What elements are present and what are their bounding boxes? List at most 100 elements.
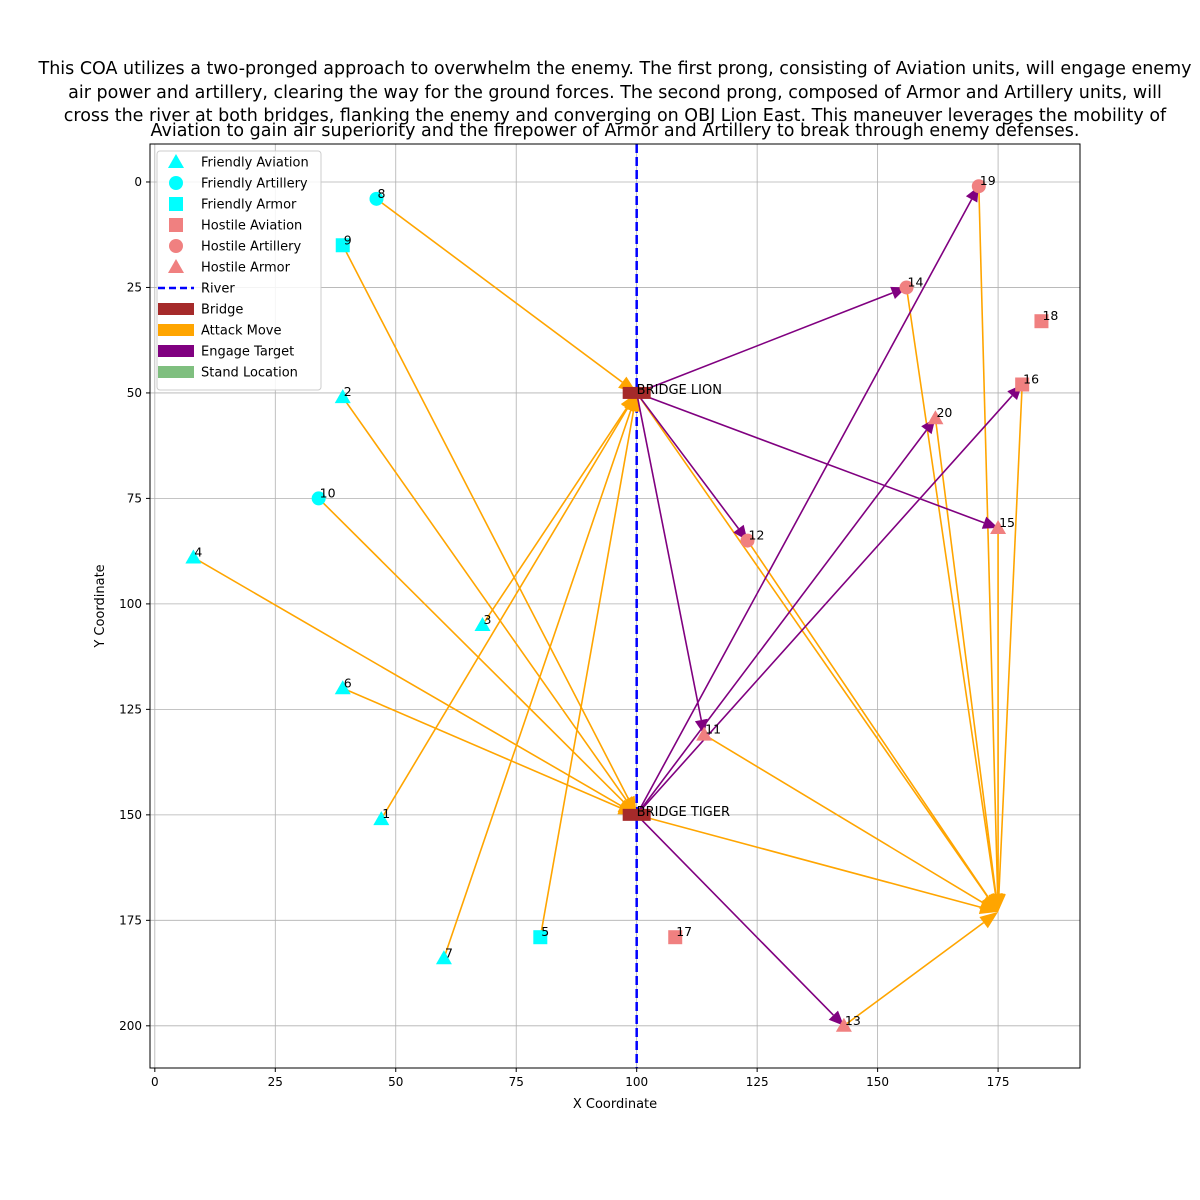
unit-id-label: 8 — [377, 186, 385, 201]
engage-target-arrow-shaft — [636, 392, 985, 524]
legend-handle-patch — [158, 303, 194, 315]
hostile-armor-marker — [835, 1017, 852, 1032]
unit-id-label: 15 — [999, 515, 1015, 530]
engage-target-arrow — [636, 814, 844, 1026]
legend-label: Bridge — [201, 303, 243, 318]
bridge-label: BRIDGE LION — [637, 383, 722, 398]
legend-label: Friendly Aviation — [201, 156, 309, 171]
x-tick-label: 175 — [987, 1075, 1010, 1089]
unit-id-label: 20 — [936, 405, 952, 420]
unit-id-label: 14 — [908, 274, 924, 289]
y-tick-label: 25 — [127, 280, 142, 294]
x-tick-label: 100 — [625, 1075, 648, 1089]
unit-id-label: 12 — [749, 528, 765, 543]
unit-id-label: 16 — [1023, 371, 1039, 386]
legend-label: River — [201, 282, 235, 297]
legend-handle-marker — [169, 197, 183, 211]
plot-frame — [149, 143, 1081, 1069]
legend-handle-patch — [158, 345, 194, 357]
chart-title: This COA utilizes a two-pronged approach… — [38, 59, 1192, 141]
attack-move-arrow-shaft — [905, 287, 997, 895]
engage-target-arrow-shaft — [636, 429, 928, 816]
friendly-artillery-marker — [311, 491, 326, 506]
friendly-armor-marker — [533, 930, 548, 945]
legend-handle-patch — [158, 324, 194, 336]
legend-label: Stand Location — [201, 366, 298, 381]
legend: Friendly Aviation Friendly Artillery Frien… — [156, 150, 322, 391]
engage-target-arrow-head — [981, 516, 999, 529]
attack-move-arrow-shaft — [998, 384, 1023, 894]
y-tick-label: 50 — [127, 386, 142, 400]
legend-handle-marker — [168, 154, 184, 168]
engage-target-arrow-shaft — [635, 198, 973, 816]
attack-move-arrow — [703, 733, 999, 912]
attack-move-arrow-head — [979, 896, 999, 912]
attack-move-arrow-shaft — [934, 418, 997, 895]
hostile-armor-marker — [696, 726, 713, 741]
hostile-artillery-marker — [971, 179, 986, 194]
unit-id-label: 11 — [705, 722, 721, 737]
friendly-aviation-marker — [334, 389, 351, 404]
attack-move-arrow — [991, 527, 1006, 912]
friendly-aviation-marker — [435, 950, 452, 965]
attack-move-arrow-head — [991, 893, 1006, 912]
friendly-armor-marker — [335, 238, 350, 253]
x-tick-label: 150 — [866, 1075, 889, 1089]
legend-handle-marker — [169, 176, 183, 190]
hostile-aviation-marker — [668, 930, 683, 945]
unit-id-label: 3 — [483, 612, 491, 627]
x-tick-label: 25 — [268, 1075, 283, 1089]
attack-move-arrow-shaft — [539, 410, 635, 938]
attack-move-arrow-shaft — [380, 407, 629, 820]
y-axis-label: Y Coordinate — [93, 564, 108, 648]
friendly-aviation-marker — [185, 549, 202, 564]
hostile-aviation-marker — [1015, 377, 1030, 392]
attack-move-arrow-shaft — [375, 198, 623, 383]
unit-id-label: 2 — [344, 384, 352, 399]
attack-moves — [192, 186, 1023, 1027]
hostile-armor-marker — [990, 519, 1007, 534]
attack-move-arrow — [843, 911, 999, 1027]
legend-label: Hostile Artillery — [201, 240, 301, 255]
attack-move-arrow-shaft — [636, 392, 989, 898]
legend-label: Engage Target — [201, 345, 294, 360]
engage-target-arrow-shaft — [635, 392, 703, 721]
engage-target-arrow-shaft — [636, 292, 893, 394]
x-tick-label: 125 — [746, 1075, 769, 1089]
legend-label: Hostile Aviation — [201, 219, 302, 234]
unit-id-label: 6 — [344, 675, 352, 690]
legend-box — [156, 150, 322, 391]
legend-handle-marker — [169, 218, 183, 232]
legend-handle-marker — [169, 239, 183, 253]
bridge-label: BRIDGE TIGER — [637, 805, 730, 820]
attack-move-arrow-shaft — [843, 921, 985, 1027]
x-tick-label: 75 — [509, 1075, 524, 1089]
y-tick-label: 175 — [119, 913, 142, 927]
attack-move-arrow-shaft — [481, 407, 628, 626]
friendly-aviation-marker — [373, 811, 390, 826]
engage-target-arrow-shaft — [636, 814, 834, 1016]
title-line-3: cross the river at both bridges, flankin… — [64, 106, 1167, 126]
hostile-aviation-marker — [1034, 314, 1049, 329]
engage-target-arrow-shaft — [636, 392, 740, 530]
legend-handle-patch — [158, 366, 194, 378]
attack-move-arrow-shaft — [746, 540, 989, 898]
legend-label: Attack Move — [201, 324, 282, 339]
unit-id-label: 5 — [541, 924, 549, 939]
legend-label: Hostile Armor — [201, 261, 291, 276]
x-tick-label: 0 — [151, 1075, 159, 1089]
attack-move-arrow-shaft — [978, 186, 999, 894]
engage-target-arrow-shaft — [636, 395, 1013, 816]
bridge-marker — [622, 386, 651, 399]
y-tick-label: 125 — [119, 702, 142, 716]
attack-move-arrow-shaft — [703, 733, 984, 904]
y-tick-label: 0 — [134, 175, 142, 189]
title-line-1: This COA utilizes a two-pronged approach… — [38, 59, 1192, 79]
attack-move-arrow-shaft — [342, 396, 627, 801]
legend-handle-marker — [168, 259, 184, 273]
unit-id-label: 18 — [1042, 308, 1058, 323]
legend-label: Friendly Artillery — [201, 177, 308, 192]
engage-target-arrow-head — [828, 1010, 844, 1026]
